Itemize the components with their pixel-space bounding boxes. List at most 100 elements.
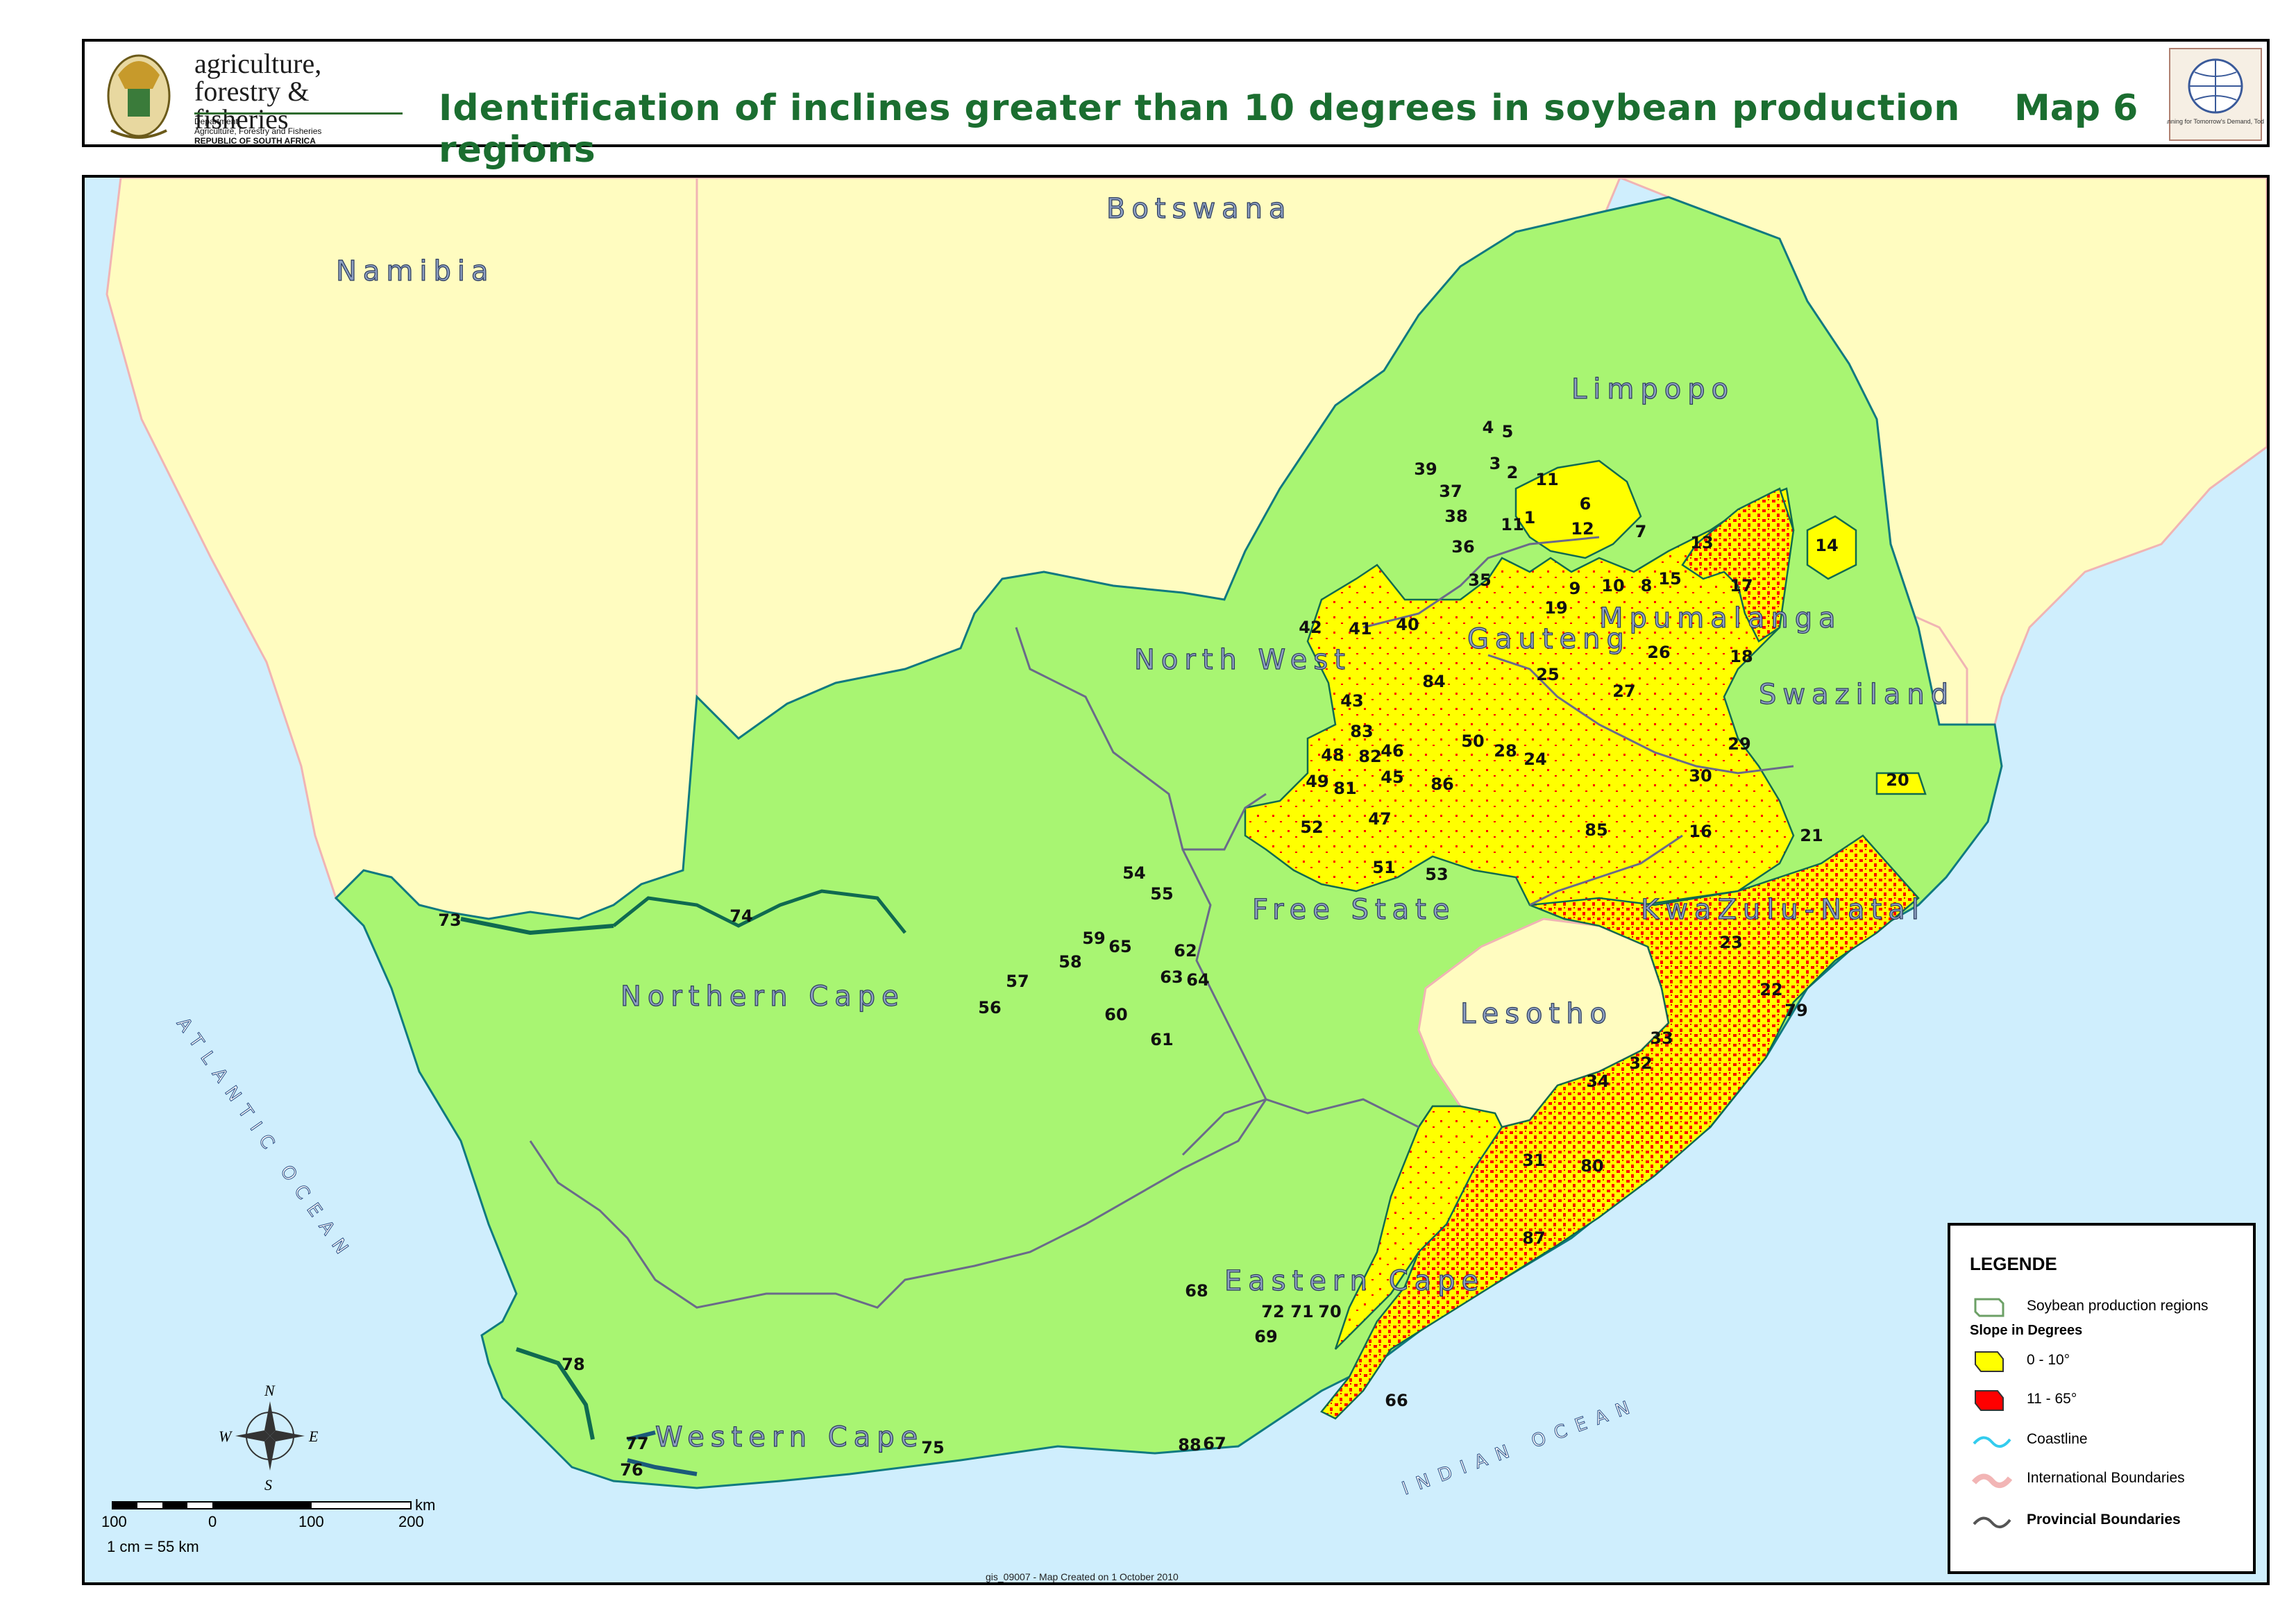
legend-item-provincial: Provincial Boundaries bbox=[1971, 1506, 2249, 1537]
region-number-55: 55 bbox=[1150, 884, 1173, 904]
region-number-11: 11 bbox=[1535, 470, 1558, 489]
region-number-69: 69 bbox=[1254, 1327, 1277, 1346]
river-76-77 bbox=[627, 1430, 698, 1476]
region-number-24: 24 bbox=[1523, 750, 1546, 769]
region-number-80: 80 bbox=[1580, 1156, 1603, 1176]
region-number-1: 1 bbox=[1524, 508, 1536, 527]
map-canvas: Namibia Botswana Swaziland Lesotho Limpo… bbox=[85, 178, 2267, 1582]
region-number-86: 86 bbox=[1430, 775, 1453, 794]
region-number-49: 49 bbox=[1306, 772, 1328, 791]
region-number-79: 79 bbox=[1784, 1001, 1807, 1020]
scale-tick-2: 100 bbox=[298, 1513, 324, 1530]
region-number-45: 45 bbox=[1381, 768, 1403, 787]
label-swaziland: Swaziland bbox=[1759, 679, 1955, 711]
compass-e: E bbox=[308, 1428, 319, 1445]
map-title: Identification of inclines greater than … bbox=[439, 87, 1961, 171]
provincial-boundaries bbox=[529, 536, 1794, 1309]
region-number-70: 70 bbox=[1318, 1302, 1341, 1321]
dept-small-2: Agriculture, Forestry and Fisheries bbox=[194, 126, 322, 136]
label-mpumalanga: Mpumalanga bbox=[1599, 602, 1842, 634]
label-gauteng: Gauteng bbox=[1467, 623, 1630, 655]
logo-caption: Planning for Tomorrow's Demand, Today! bbox=[2167, 118, 2264, 125]
region-number-62: 62 bbox=[1174, 941, 1197, 961]
legend-label-coastline: Coastline bbox=[2027, 1431, 2088, 1447]
region-number-30: 30 bbox=[1689, 766, 1712, 786]
slope-zone-ec-inland bbox=[1334, 1105, 1503, 1350]
region-number-76: 76 bbox=[620, 1460, 643, 1480]
region-number-48: 48 bbox=[1321, 745, 1344, 765]
region-outline-icon bbox=[1974, 1298, 2004, 1317]
legend-title: LEGENDE bbox=[1970, 1253, 2057, 1274]
region-number-54: 54 bbox=[1122, 863, 1145, 883]
river-78 bbox=[516, 1347, 595, 1440]
label-kwazulu-natal: KwaZulu-Natal bbox=[1641, 894, 1925, 926]
region-number-32: 32 bbox=[1629, 1054, 1652, 1073]
label-botswana: Botswana bbox=[1106, 193, 1292, 225]
region-number-40: 40 bbox=[1396, 615, 1419, 634]
grey-line-icon bbox=[1973, 1516, 2011, 1528]
legend-label-provincial: Provincial Boundaries bbox=[2027, 1512, 2181, 1528]
map-header: agriculture, forestry & fisheries Depart… bbox=[82, 39, 2272, 171]
compass-w: W bbox=[219, 1428, 233, 1445]
region-number-29: 29 bbox=[1728, 734, 1750, 754]
region-number-43: 43 bbox=[1340, 691, 1363, 711]
region-number-65: 65 bbox=[1108, 937, 1131, 956]
dept-small-3: REPUBLIC OF SOUTH AFRICA bbox=[194, 136, 316, 146]
scale-tick-3: 200 bbox=[398, 1513, 424, 1530]
compass-rose-icon: N S E W bbox=[219, 1382, 319, 1494]
dept-divider bbox=[194, 112, 403, 115]
dept-name-line-2: forestry & fisheries bbox=[194, 76, 310, 135]
legend-item-low-slope: 0 - 10° bbox=[1971, 1346, 2249, 1377]
pink-line-icon bbox=[1971, 1473, 2013, 1488]
region-number-15: 15 bbox=[1658, 569, 1681, 589]
label-north-west: North West bbox=[1134, 644, 1351, 676]
region-number-81: 81 bbox=[1333, 779, 1356, 798]
region-number-36: 36 bbox=[1451, 537, 1474, 557]
region-number-51: 51 bbox=[1372, 858, 1395, 877]
region-number-37: 37 bbox=[1439, 482, 1462, 501]
region-number-11: 11 bbox=[1501, 515, 1523, 534]
department-logo-block: agriculture, forestry & fisheries Depart… bbox=[97, 47, 410, 146]
scale-unit: km bbox=[415, 1496, 435, 1514]
label-limpopo: Limpopo bbox=[1571, 373, 1734, 405]
slope-zone-14 bbox=[1806, 515, 1857, 580]
region-number-66: 66 bbox=[1385, 1391, 1408, 1410]
region-number-6: 6 bbox=[1580, 494, 1592, 514]
region-number-13: 13 bbox=[1690, 533, 1713, 552]
region-number-34: 34 bbox=[1586, 1072, 1609, 1091]
yellow-patch-icon bbox=[1975, 1351, 2004, 1372]
cyan-line-icon bbox=[1973, 1436, 2011, 1448]
region-number-22: 22 bbox=[1759, 980, 1782, 999]
label-northern-cape: Northern Cape bbox=[621, 981, 905, 1013]
legend-item-regions: Soybean production regions bbox=[1971, 1292, 2249, 1323]
orange-river-74 bbox=[612, 889, 906, 934]
region-number-14: 14 bbox=[1815, 536, 1838, 555]
legend-label-international: International Boundaries bbox=[2027, 1470, 2185, 1486]
region-number-18: 18 bbox=[1730, 647, 1753, 666]
region-number-33: 33 bbox=[1650, 1029, 1673, 1048]
region-number-78: 78 bbox=[562, 1355, 584, 1374]
region-number-12: 12 bbox=[1571, 519, 1594, 539]
footer-credit: gis_09007 - Map Created on 1 October 201… bbox=[986, 1571, 1179, 1582]
red-patch-icon bbox=[1975, 1390, 2004, 1411]
dept-small-1: Department: bbox=[194, 117, 241, 126]
region-number-23: 23 bbox=[1719, 933, 1742, 952]
region-number-28: 28 bbox=[1494, 741, 1517, 761]
map-legend: LEGENDE Soybean production regions Slope… bbox=[1948, 1223, 2256, 1574]
region-number-74: 74 bbox=[729, 906, 752, 926]
coat-of-arms-icon bbox=[107, 54, 171, 139]
region-number-2: 2 bbox=[1507, 463, 1519, 482]
scale-ratio: 1 cm = 55 km bbox=[107, 1538, 199, 1555]
region-number-67: 67 bbox=[1203, 1434, 1226, 1453]
scale-tick-1: 0 bbox=[208, 1513, 217, 1530]
scale-tick-0: 100 bbox=[101, 1513, 127, 1530]
legend-item-high-slope: 11 - 65° bbox=[1971, 1385, 2249, 1416]
region-number-77: 77 bbox=[625, 1434, 648, 1453]
compass-s: S bbox=[264, 1476, 272, 1494]
map-number: Map 6 bbox=[2014, 87, 2138, 129]
region-number-4: 4 bbox=[1483, 418, 1494, 437]
label-eastern-cape: Eastern Cape bbox=[1224, 1265, 1485, 1297]
legend-label-regions: Soybean production regions bbox=[2027, 1298, 2209, 1314]
legend-item-coastline: Coastline bbox=[1971, 1426, 2249, 1456]
label-free-state: Free State bbox=[1252, 894, 1455, 926]
